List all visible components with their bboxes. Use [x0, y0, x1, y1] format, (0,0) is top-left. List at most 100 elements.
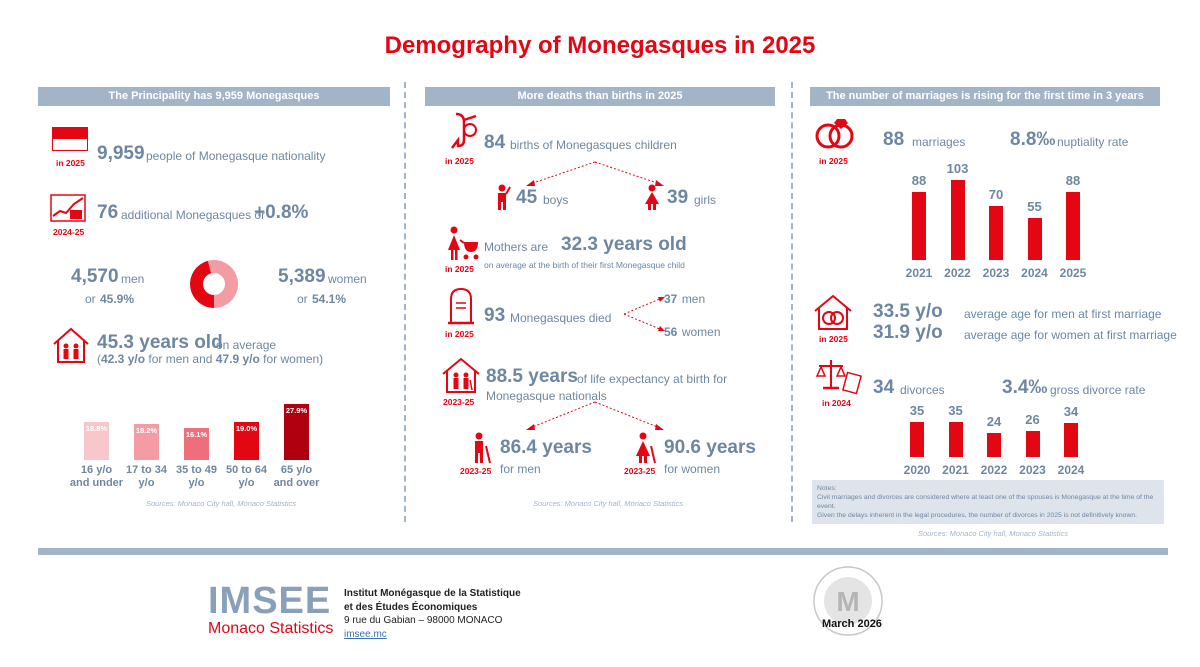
age-bar-label: 18.2%: [135, 425, 158, 435]
col2-header: More deaths than births in 2025: [425, 87, 775, 106]
women-le-label: for women: [664, 462, 721, 476]
marriages-tag: in 2025: [819, 156, 848, 166]
divorce-value-label: 24: [986, 414, 1002, 429]
couple-icon: [208, 277, 221, 288]
old-man-icon: [475, 432, 491, 464]
divorce-year-label: 2020: [903, 463, 931, 477]
svg-text:M: M: [836, 586, 859, 617]
deaths-value: 93: [484, 305, 506, 326]
age-category-label: and under: [69, 477, 124, 489]
age-category-label: y/o: [238, 477, 255, 489]
org-line-2: et des Études Économiques: [344, 601, 478, 613]
marriages-label: marriages: [912, 135, 966, 149]
growth-chart-icon: [50, 194, 86, 222]
age-category-label: y/o: [188, 477, 205, 489]
divorces-label: divorces: [900, 383, 945, 397]
stork-icon: [451, 112, 477, 149]
births-tag: in 2025: [445, 156, 474, 166]
scales-document-icon: [815, 360, 863, 395]
life-exp-value: 88.5 years: [486, 366, 578, 387]
note-2: Given the delays inherent in the legal p…: [817, 512, 1138, 519]
website-link[interactable]: imsee.mc: [344, 628, 387, 640]
divorce-bar: [948, 422, 963, 457]
marriages-value: 88: [883, 129, 905, 150]
marriage-year-label: 2025: [1059, 266, 1087, 280]
population-tag: in 2025: [56, 158, 85, 168]
publication-date: March 2026: [822, 618, 882, 630]
deaths-men: 37 men: [664, 292, 706, 306]
births-value: 84: [484, 132, 506, 153]
girls-label: girls: [694, 193, 717, 207]
births-text: births of Monegasques children: [510, 138, 677, 152]
deaths-split-arrows: [623, 297, 665, 331]
logo-subtext: Monaco Statistics: [208, 620, 334, 637]
boys-value: 45: [516, 187, 538, 208]
life-exp-text-2: Monegasque nationals: [486, 389, 607, 403]
life-exp-tag: 2023-25: [443, 397, 475, 407]
deaths-women: 56 women: [664, 325, 721, 339]
population-value: 9,959: [97, 143, 145, 164]
divorce-rate: 3.4‰: [1002, 377, 1048, 398]
boys-label: boys: [543, 193, 569, 207]
divorce-value-label: 26: [1025, 412, 1040, 427]
men-pct: 45.9%: [100, 292, 135, 306]
org-info: Institut Monégasque de la Statistique et…: [344, 587, 521, 641]
age-bar-label: 27.9%: [285, 406, 308, 416]
divorce-value-label: 35: [948, 403, 963, 418]
page-title: Demography of Monegasques in 2025: [384, 32, 816, 59]
births-split-arrows: [526, 161, 664, 186]
flag-icon: [52, 127, 88, 151]
nuptiality-rate: 8.8‰: [1010, 129, 1056, 150]
rings-house-icon: [814, 294, 852, 330]
age-category-label: 50 to 64: [226, 464, 267, 476]
change-tag: 2024-25: [53, 227, 85, 237]
wedding-rings-icon: [815, 119, 854, 149]
women-pct: 54.1%: [312, 292, 347, 306]
divider-1: [404, 82, 406, 522]
nuptiality-label: nuptiality rate: [1057, 135, 1129, 149]
mothers-text: Mothers are: [484, 240, 549, 254]
marriage-year-label: 2022: [944, 266, 971, 280]
marriage-value-label: 88: [1065, 173, 1081, 188]
age-category-label: 17 to 34: [126, 464, 167, 476]
divorce-value-label: 34: [1063, 404, 1079, 419]
divorce-year-label: 2023: [1019, 463, 1046, 477]
family-house-icon: [53, 327, 89, 363]
note-1: Civil marriages and divorces are conside…: [817, 494, 1154, 510]
girls-value: 39: [667, 187, 689, 208]
age-bar-label: 18.8%: [85, 424, 108, 434]
men-le-tag: 2023-25: [460, 466, 492, 476]
marriage-bar: [1027, 217, 1042, 260]
divorce-rate-label: gross divorce rate: [1050, 383, 1146, 397]
women-pct-prefix: or: [297, 292, 308, 306]
divorce-year-label: 2022: [980, 463, 1008, 477]
marriage-value-label: 88: [911, 173, 927, 188]
avg-age-text: on average: [216, 338, 277, 352]
notes-title: Notes:: [817, 485, 837, 492]
marriage-bar: [950, 180, 965, 260]
monaco-statistics-seal: M: [813, 566, 883, 636]
age-bar-label: 19.0%: [235, 424, 258, 433]
age-marriage-tag: in 2025: [819, 334, 848, 344]
col2-source: Sources: Monaco City hall, Monaco Statis…: [533, 499, 684, 508]
women-value: 5,389: [278, 266, 326, 287]
change-value: 76: [97, 202, 119, 223]
divorce-bar: [910, 422, 924, 457]
marriage-value-label: 103: [946, 161, 969, 177]
age-category-label: 16 y/o: [80, 464, 113, 476]
divorce-bar: [1025, 431, 1040, 457]
life-exp-split-arrows: [526, 401, 664, 430]
women-label: women: [328, 272, 367, 286]
life-exp-text-1: of life expectancy at birth for: [577, 372, 728, 386]
avg-age-value: 45.3 years old: [97, 332, 223, 353]
deaths-tag: in 2025: [445, 329, 474, 339]
divorces-value: 34: [873, 377, 895, 398]
age-category-label: 65 y/o: [280, 464, 313, 476]
change-pct: +0.8%: [254, 202, 309, 223]
boy-icon: [498, 184, 511, 210]
org-line-1: Institut Monégasque de la Statistique: [344, 588, 521, 599]
age-bar: [184, 427, 209, 460]
marriage-value-label: 70: [988, 186, 1004, 202]
men-le-value: 86.4 years: [500, 437, 592, 458]
men-value: 4,570: [71, 266, 119, 287]
